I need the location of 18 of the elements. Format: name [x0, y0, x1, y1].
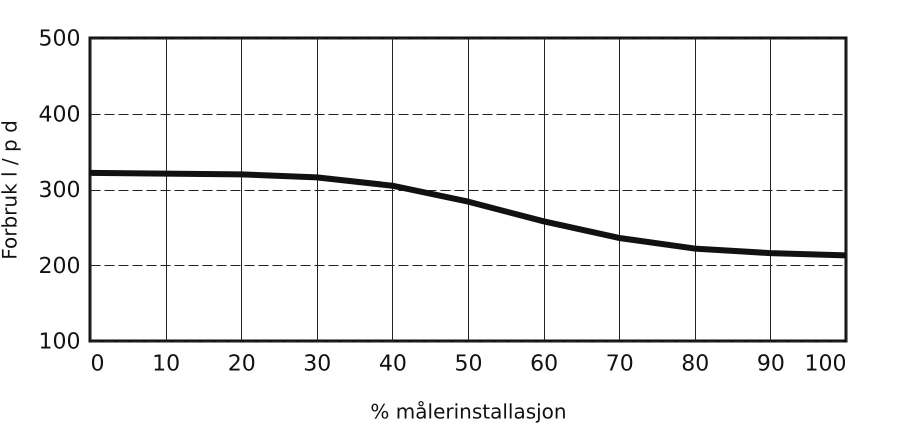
x-tick-label: 0	[90, 352, 104, 376]
x-tick-label: 80	[681, 352, 710, 376]
x-tick-label: 100	[804, 352, 846, 376]
y-tick-label: 200	[38, 254, 80, 279]
x-tick-label: 30	[303, 352, 332, 376]
y-tick-label: 300	[38, 178, 80, 203]
x-tick-label: 90	[756, 352, 785, 376]
x-tick-label: 50	[454, 352, 482, 376]
y-tick-label: 400	[38, 102, 80, 128]
y-axis-title: Forbruk l / p d	[0, 120, 22, 260]
x-axis-title: % målerinstallasjon	[370, 400, 567, 424]
x-tick-label: 10	[152, 352, 180, 376]
x-tick-label: 60	[530, 352, 558, 376]
x-tick-label: 40	[378, 352, 407, 376]
x-tick-label: 70	[606, 352, 634, 376]
y-tick-label: 500	[38, 26, 80, 52]
x-tick-label: 20	[228, 352, 256, 376]
y-tick-label: 100	[38, 330, 80, 354]
